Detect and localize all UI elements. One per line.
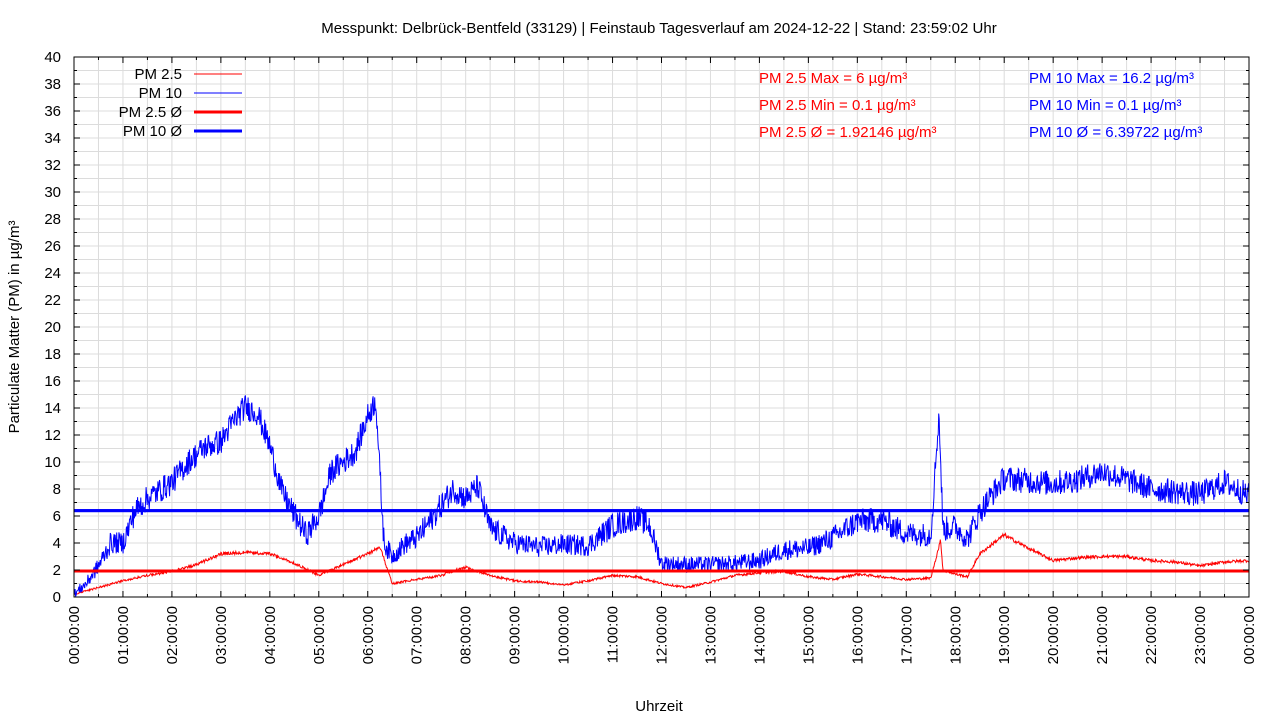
- stat-pm10-0: PM 10 Max = 16.2 µg/m³: [1029, 70, 1194, 87]
- x-tick-label: 01:00:00: [115, 606, 132, 664]
- y-tick-label: 30: [44, 184, 61, 201]
- legend-label: PM 10 Ø: [123, 123, 183, 140]
- y-tick-label: 0: [53, 589, 61, 606]
- x-tick-label: 03:00:00: [213, 606, 230, 664]
- axis-ticks: 024681012141618202224262830323436384000:…: [44, 49, 1258, 664]
- y-tick-label: 6: [53, 508, 61, 525]
- y-tick-label: 26: [44, 238, 61, 255]
- series-lines: [73, 395, 1250, 597]
- x-tick-label: 23:00:00: [1192, 606, 1209, 664]
- series-line-pm10: [73, 395, 1250, 597]
- x-tick-label: 15:00:00: [800, 606, 817, 664]
- stat-pm25-1: PM 2.5 Min = 0.1 µg/m³: [759, 97, 916, 114]
- legend-label: PM 2.5: [134, 66, 182, 83]
- x-tick-label: 22:00:00: [1143, 606, 1160, 664]
- x-tick-label: 08:00:00: [458, 606, 475, 664]
- y-tick-label: 40: [44, 49, 61, 66]
- x-tick-label: 14:00:00: [751, 606, 768, 664]
- x-tick-label: 00:00:00: [66, 606, 83, 664]
- x-tick-label: 17:00:00: [898, 606, 915, 664]
- x-tick-label: 16:00:00: [849, 606, 866, 664]
- x-tick-label: 18:00:00: [947, 606, 964, 664]
- legend-label: PM 10: [139, 85, 182, 102]
- x-tick-label: 00:00:00: [1241, 606, 1258, 664]
- x-tick-label: 20:00:00: [1045, 606, 1062, 664]
- x-tick-label: 12:00:00: [654, 606, 671, 664]
- legend-label: PM 2.5 Ø: [119, 104, 183, 121]
- x-tick-label: 06:00:00: [360, 606, 377, 664]
- y-tick-label: 32: [44, 157, 61, 174]
- series-line-pm25: [73, 532, 1250, 596]
- y-tick-label: 14: [44, 400, 61, 417]
- stat-pm25-2: PM 2.5 Ø = 1.92146 µg/m³: [759, 124, 936, 141]
- y-tick-label: 8: [53, 481, 61, 498]
- y-tick-label: 28: [44, 211, 61, 228]
- x-tick-label: 04:00:00: [262, 606, 279, 664]
- legend: PM 2.5 PM 10 PM 2.5 Ø PM 10 Ø: [119, 66, 242, 140]
- y-tick-label: 12: [44, 427, 61, 444]
- stat-pm25-0: PM 2.5 Max = 6 µg/m³: [759, 70, 907, 87]
- y-tick-label: 2: [53, 562, 61, 579]
- y-tick-label: 24: [44, 265, 61, 282]
- x-tick-label: 09:00:00: [507, 606, 524, 664]
- x-axis-label: Uhrzeit: [635, 698, 683, 715]
- x-tick-label: 19:00:00: [996, 606, 1013, 664]
- x-tick-label: 10:00:00: [556, 606, 573, 664]
- grid: [74, 57, 1249, 597]
- stats-annotations: PM 2.5 Max = 6 µg/m³ PM 2.5 Min = 0.1 µg/…: [759, 70, 1202, 141]
- y-axis-label: Particulate Matter (PM) in µg/m³: [6, 221, 23, 434]
- y-tick-label: 36: [44, 103, 61, 120]
- y-tick-label: 38: [44, 76, 61, 93]
- y-tick-label: 20: [44, 319, 61, 336]
- y-tick-label: 34: [44, 130, 61, 147]
- y-tick-label: 22: [44, 292, 61, 309]
- x-tick-label: 11:00:00: [605, 606, 622, 663]
- x-tick-label: 07:00:00: [409, 606, 426, 664]
- chart-title: Messpunkt: Delbrück-Bentfeld (33129) | F…: [321, 20, 996, 37]
- stat-pm10-2: PM 10 Ø = 6.39722 µg/m³: [1029, 124, 1202, 141]
- stat-pm10-1: PM 10 Min = 0.1 µg/m³: [1029, 97, 1181, 114]
- y-tick-label: 4: [53, 535, 61, 552]
- x-tick-label: 21:00:00: [1094, 606, 1111, 664]
- y-tick-label: 10: [44, 454, 61, 471]
- x-tick-label: 05:00:00: [311, 606, 328, 664]
- x-tick-label: 13:00:00: [702, 606, 719, 664]
- x-tick-label: 02:00:00: [164, 606, 181, 664]
- y-tick-label: 16: [44, 373, 61, 390]
- y-tick-label: 18: [44, 346, 61, 363]
